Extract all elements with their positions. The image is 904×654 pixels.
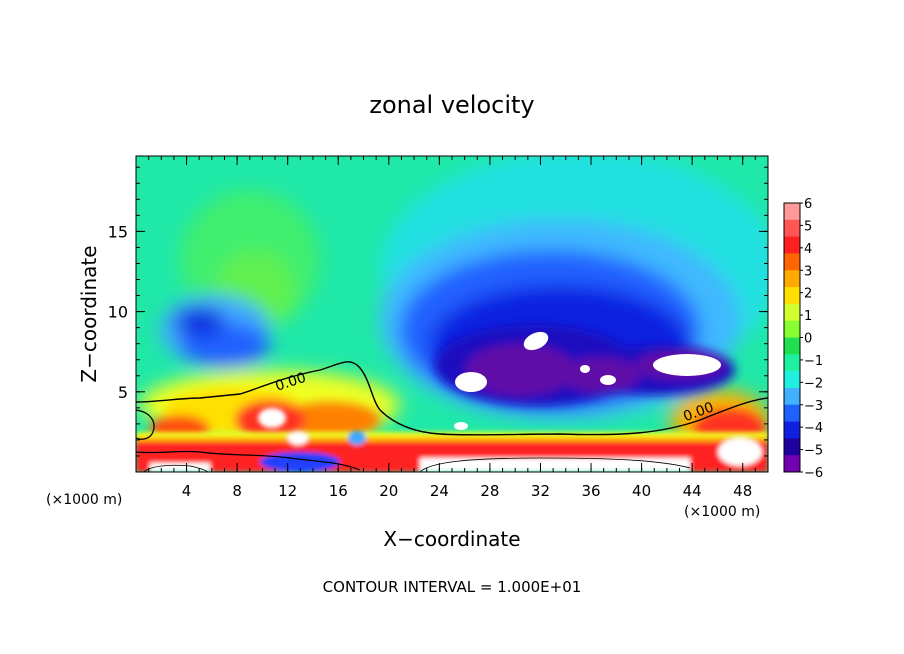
y-axis-label: Z−coordinate xyxy=(77,245,101,382)
colorbar-swatch xyxy=(784,236,800,254)
colorbar-label: 3 xyxy=(804,264,812,279)
x-unit-right: (×1000 m) xyxy=(684,504,760,520)
y-tick-label: 5 xyxy=(118,383,128,402)
colorbar-label: −2 xyxy=(804,376,823,391)
plot-area: 0.00 0.00 xyxy=(136,156,768,472)
zero-contour-lower xyxy=(136,450,361,471)
x-tick-label: 44 xyxy=(683,482,702,500)
x-tick-label: 16 xyxy=(329,482,348,500)
colorbar-label: −6 xyxy=(804,466,823,481)
colorbar-label: 2 xyxy=(804,287,812,302)
x-axis-ticks: 4 8 12 16 20 24 28 32 36 40 44 48 xyxy=(148,156,756,500)
colorbar-swatch xyxy=(784,219,800,238)
colorbar-swatch xyxy=(784,421,800,439)
zero-contour xyxy=(136,361,768,436)
colorbar-swatch xyxy=(784,371,800,389)
colorbar-swatch xyxy=(784,253,800,271)
x-unit-left: (×1000 m) xyxy=(46,492,122,508)
x-tick-label: 28 xyxy=(480,482,499,500)
x-tick-label: 48 xyxy=(733,482,752,500)
colorbar-label: −1 xyxy=(804,354,823,369)
colorbar-label: 5 xyxy=(804,219,812,234)
colorbar-swatch xyxy=(784,438,800,456)
colorbar-label: 0 xyxy=(804,332,812,347)
contour-interval-footer: CONTOUR INTERVAL = 1.000E+01 xyxy=(323,578,582,596)
x-tick-label: 4 xyxy=(182,482,192,500)
colorbar-swatch xyxy=(784,404,800,423)
colorbar-label: 1 xyxy=(804,309,812,324)
y-axis-ticks: 5 10 15 xyxy=(108,166,768,457)
colorbar-label: −4 xyxy=(804,421,823,436)
x-tick-label: 24 xyxy=(430,482,449,500)
colorbar-swatch xyxy=(784,387,800,406)
colorbar-swatch xyxy=(784,337,800,355)
colorbar-swatch xyxy=(784,270,800,288)
colorbar-label: 4 xyxy=(804,242,812,257)
x-tick-label: 20 xyxy=(379,482,398,500)
colorbar-swatch xyxy=(784,455,800,473)
chart-title: zonal velocity xyxy=(369,91,534,119)
x-tick-label: 40 xyxy=(632,482,651,500)
off-scale-cores xyxy=(454,331,721,430)
y-tick-label: 10 xyxy=(108,303,128,322)
thin-contour-surface-left xyxy=(143,464,209,472)
colorbar-label: −3 xyxy=(804,399,823,414)
zero-contour-left-loop xyxy=(136,409,155,440)
y-tick-label: 15 xyxy=(108,222,128,241)
x-tick-label: 32 xyxy=(531,482,550,500)
field-peaks xyxy=(136,408,768,472)
x-tick-label: 8 xyxy=(232,482,242,500)
colorbar-swatch xyxy=(784,320,800,338)
colorbar-swatch xyxy=(784,203,800,221)
colorbar: 6 5 4 3 2 1 0 −1 −2 −3 −4 −5 −6 xyxy=(783,197,823,481)
colorbar-label: −5 xyxy=(804,444,823,459)
thin-contour-surface xyxy=(419,457,691,472)
x-tick-label: 12 xyxy=(278,482,297,500)
colorbar-swatch xyxy=(784,354,800,372)
x-tick-label: 36 xyxy=(581,482,600,500)
x-axis-label: X−coordinate xyxy=(383,527,520,551)
colorbar-swatch xyxy=(784,303,800,322)
colorbar-label: 6 xyxy=(804,197,812,212)
colorbar-swatch xyxy=(784,287,800,305)
